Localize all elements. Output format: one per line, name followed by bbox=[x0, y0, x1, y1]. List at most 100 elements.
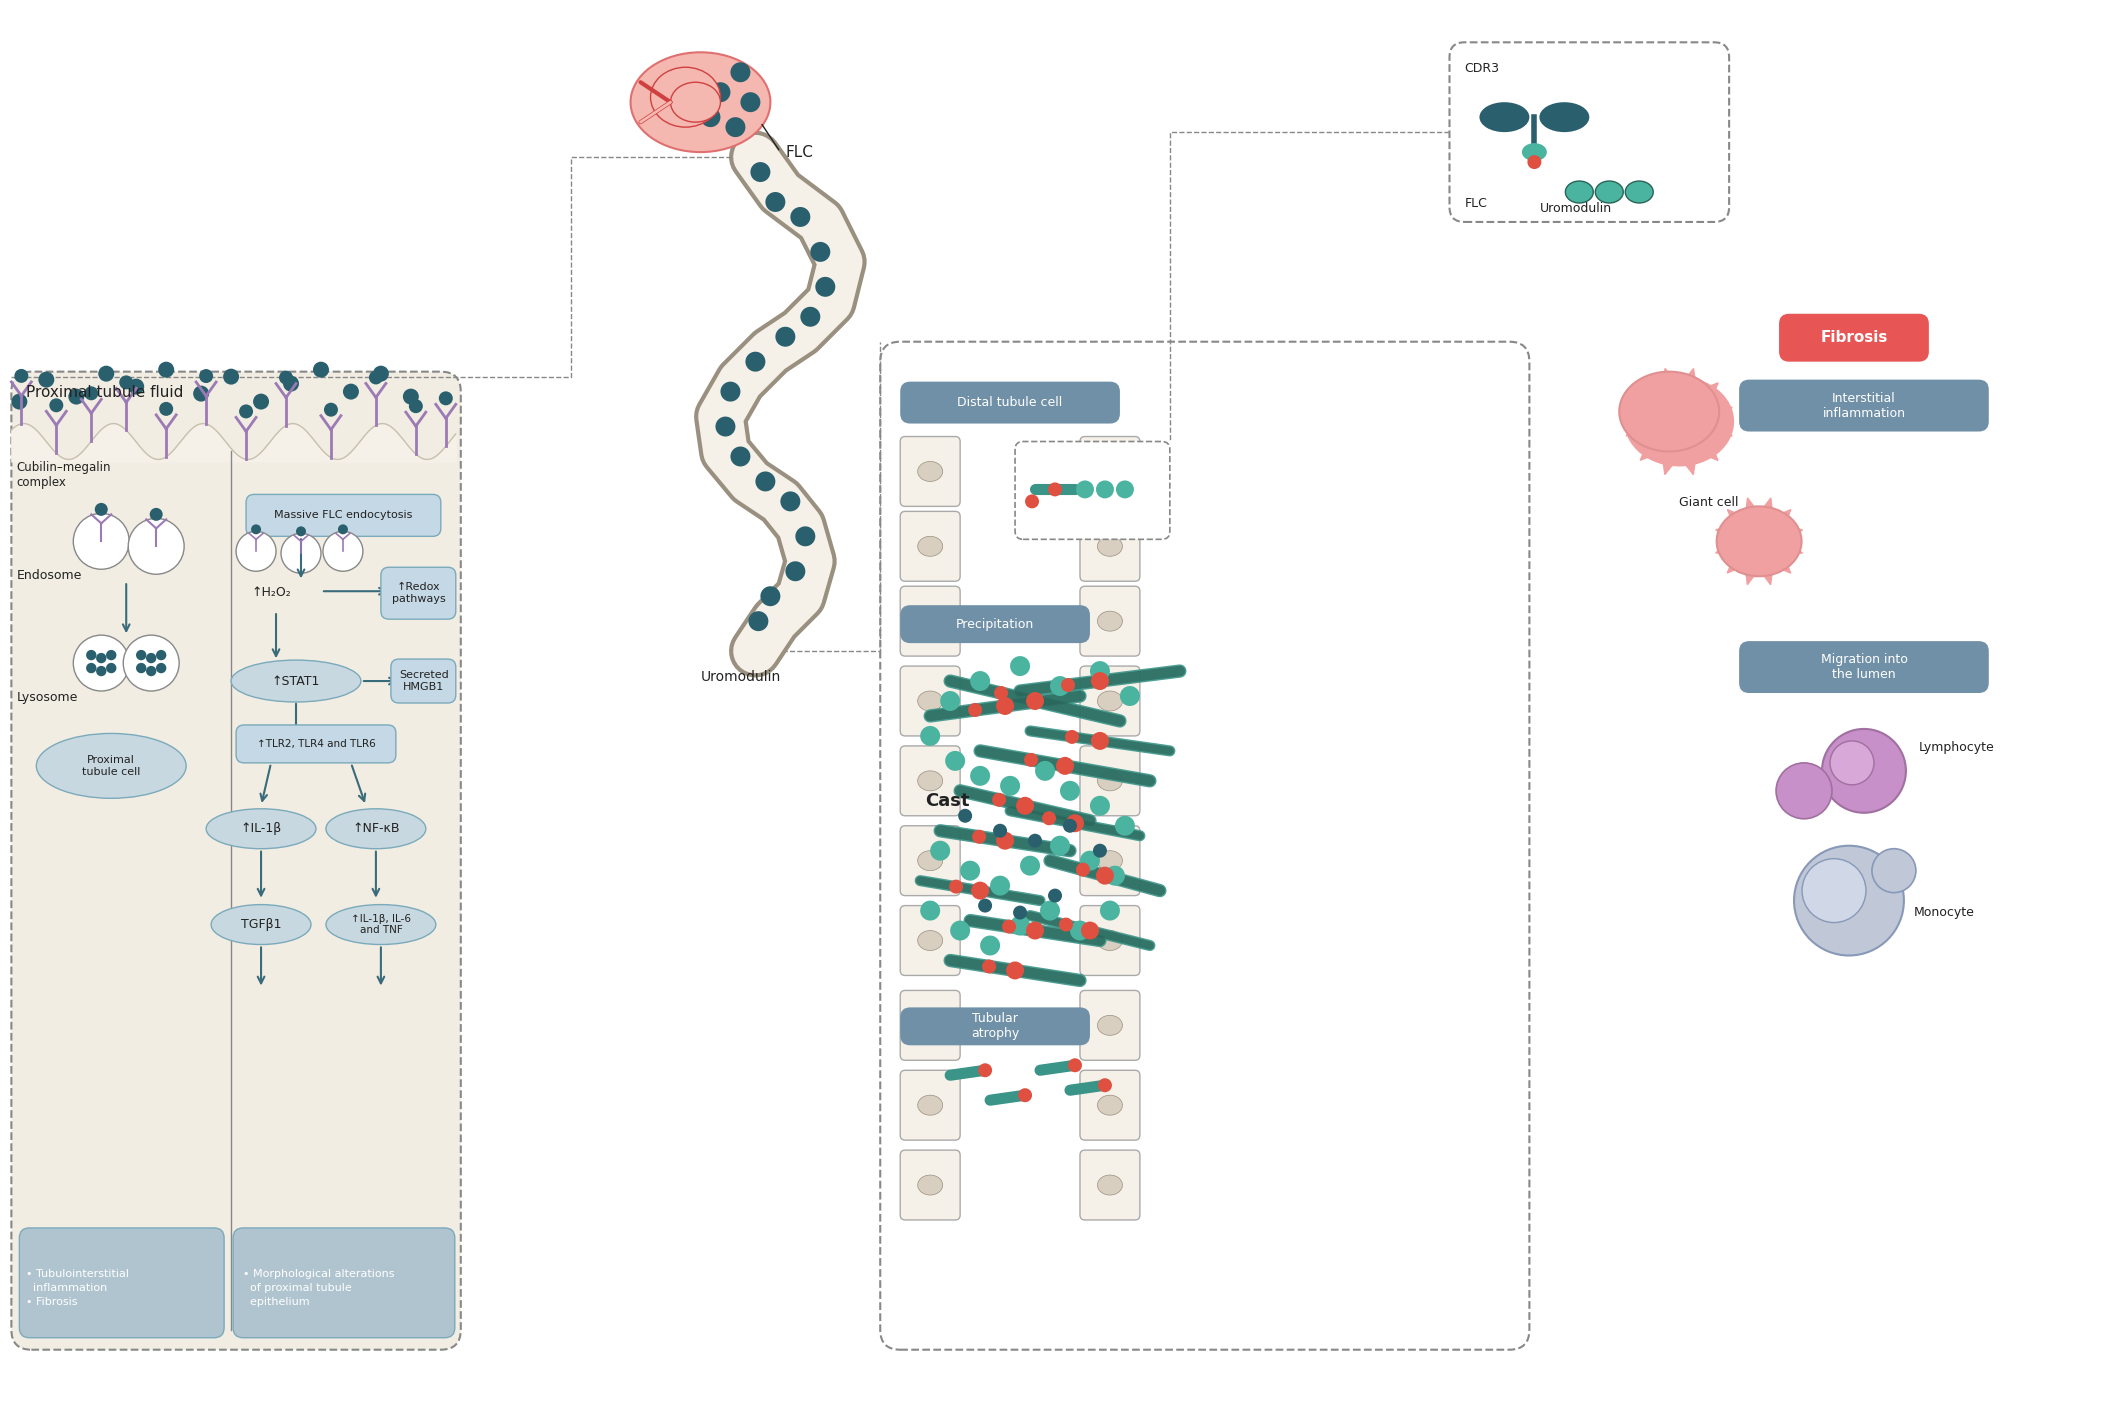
Circle shape bbox=[730, 62, 751, 83]
Ellipse shape bbox=[1098, 461, 1123, 482]
Circle shape bbox=[776, 326, 795, 346]
Ellipse shape bbox=[1098, 930, 1123, 950]
FancyBboxPatch shape bbox=[900, 381, 1121, 423]
FancyBboxPatch shape bbox=[900, 665, 959, 736]
Circle shape bbox=[96, 503, 108, 516]
Circle shape bbox=[408, 399, 423, 413]
Circle shape bbox=[1776, 764, 1831, 818]
Circle shape bbox=[951, 920, 970, 940]
Circle shape bbox=[68, 388, 85, 405]
Circle shape bbox=[715, 416, 736, 437]
Circle shape bbox=[323, 531, 364, 572]
Circle shape bbox=[944, 751, 966, 771]
Circle shape bbox=[85, 650, 96, 660]
Circle shape bbox=[1006, 961, 1023, 979]
Circle shape bbox=[921, 901, 940, 920]
Circle shape bbox=[147, 653, 157, 663]
Circle shape bbox=[1802, 859, 1865, 923]
Text: Monocyte: Monocyte bbox=[1914, 905, 1974, 919]
Text: Precipitation: Precipitation bbox=[955, 618, 1034, 630]
FancyBboxPatch shape bbox=[900, 825, 959, 895]
FancyBboxPatch shape bbox=[900, 991, 959, 1061]
FancyBboxPatch shape bbox=[900, 605, 1089, 643]
Circle shape bbox=[313, 361, 330, 378]
FancyBboxPatch shape bbox=[900, 1150, 959, 1220]
FancyBboxPatch shape bbox=[900, 1070, 959, 1140]
Circle shape bbox=[1042, 811, 1055, 825]
Text: • Morphological alterations
  of proximal tubule
  epithelium: • Morphological alterations of proximal … bbox=[242, 1269, 396, 1307]
Circle shape bbox=[96, 665, 106, 677]
Circle shape bbox=[147, 665, 157, 677]
FancyBboxPatch shape bbox=[900, 511, 959, 581]
Circle shape bbox=[296, 527, 306, 537]
FancyBboxPatch shape bbox=[234, 1227, 455, 1338]
Text: Uromodulin: Uromodulin bbox=[1540, 202, 1612, 214]
Circle shape bbox=[970, 766, 989, 786]
Text: Lymphocyte: Lymphocyte bbox=[1919, 741, 1995, 754]
Polygon shape bbox=[1627, 422, 1648, 439]
Circle shape bbox=[1055, 757, 1074, 775]
Circle shape bbox=[98, 366, 115, 381]
Polygon shape bbox=[1678, 453, 1697, 475]
Text: Cubilin–megalin
complex: Cubilin–megalin complex bbox=[17, 461, 111, 489]
Circle shape bbox=[402, 388, 419, 405]
Polygon shape bbox=[1759, 497, 1774, 517]
Circle shape bbox=[251, 524, 262, 534]
Text: FLC: FLC bbox=[1466, 198, 1487, 210]
Ellipse shape bbox=[917, 1016, 942, 1035]
Text: ↑H₂O₂: ↑H₂O₂ bbox=[251, 586, 291, 600]
Text: Proximal
tubule cell: Proximal tubule cell bbox=[83, 755, 140, 776]
Ellipse shape bbox=[917, 461, 942, 482]
Ellipse shape bbox=[1625, 377, 1734, 467]
Circle shape bbox=[149, 509, 162, 521]
Polygon shape bbox=[1697, 382, 1719, 403]
Circle shape bbox=[991, 793, 1006, 807]
Polygon shape bbox=[1744, 497, 1759, 517]
Circle shape bbox=[1064, 818, 1076, 832]
Ellipse shape bbox=[917, 930, 942, 950]
Circle shape bbox=[1025, 495, 1038, 509]
Circle shape bbox=[72, 513, 130, 569]
Circle shape bbox=[368, 370, 383, 384]
Text: Interstitial
inflammation: Interstitial inflammation bbox=[1823, 392, 1906, 419]
Circle shape bbox=[1527, 156, 1542, 170]
Circle shape bbox=[1089, 661, 1110, 681]
Circle shape bbox=[1040, 901, 1059, 920]
Polygon shape bbox=[1627, 403, 1648, 422]
Polygon shape bbox=[1774, 510, 1791, 527]
Circle shape bbox=[740, 92, 759, 112]
Circle shape bbox=[85, 663, 96, 674]
Circle shape bbox=[1115, 815, 1136, 836]
Circle shape bbox=[1066, 814, 1085, 832]
Circle shape bbox=[721, 381, 740, 402]
Circle shape bbox=[983, 960, 995, 974]
Text: Secreted
HMGB1: Secreted HMGB1 bbox=[400, 670, 449, 692]
Circle shape bbox=[791, 207, 810, 227]
Circle shape bbox=[730, 447, 751, 467]
Circle shape bbox=[1027, 834, 1042, 848]
Circle shape bbox=[968, 703, 983, 717]
Circle shape bbox=[725, 118, 744, 137]
Circle shape bbox=[940, 691, 959, 710]
Circle shape bbox=[1121, 686, 1140, 706]
Circle shape bbox=[810, 242, 830, 262]
Circle shape bbox=[995, 832, 1015, 849]
Polygon shape bbox=[1774, 555, 1791, 573]
Circle shape bbox=[1025, 692, 1044, 710]
Circle shape bbox=[1002, 919, 1017, 933]
Circle shape bbox=[989, 876, 1010, 895]
FancyBboxPatch shape bbox=[247, 495, 440, 537]
Ellipse shape bbox=[1098, 1175, 1123, 1195]
Circle shape bbox=[123, 635, 179, 691]
Ellipse shape bbox=[917, 771, 942, 790]
Circle shape bbox=[1036, 761, 1055, 780]
Circle shape bbox=[1051, 677, 1070, 696]
FancyBboxPatch shape bbox=[1081, 991, 1140, 1061]
Ellipse shape bbox=[1098, 537, 1123, 556]
Circle shape bbox=[342, 384, 359, 399]
Circle shape bbox=[949, 880, 964, 894]
Circle shape bbox=[970, 671, 989, 691]
Circle shape bbox=[749, 611, 768, 630]
Circle shape bbox=[1100, 901, 1121, 920]
Text: ↑NF-κB: ↑NF-κB bbox=[353, 822, 400, 835]
